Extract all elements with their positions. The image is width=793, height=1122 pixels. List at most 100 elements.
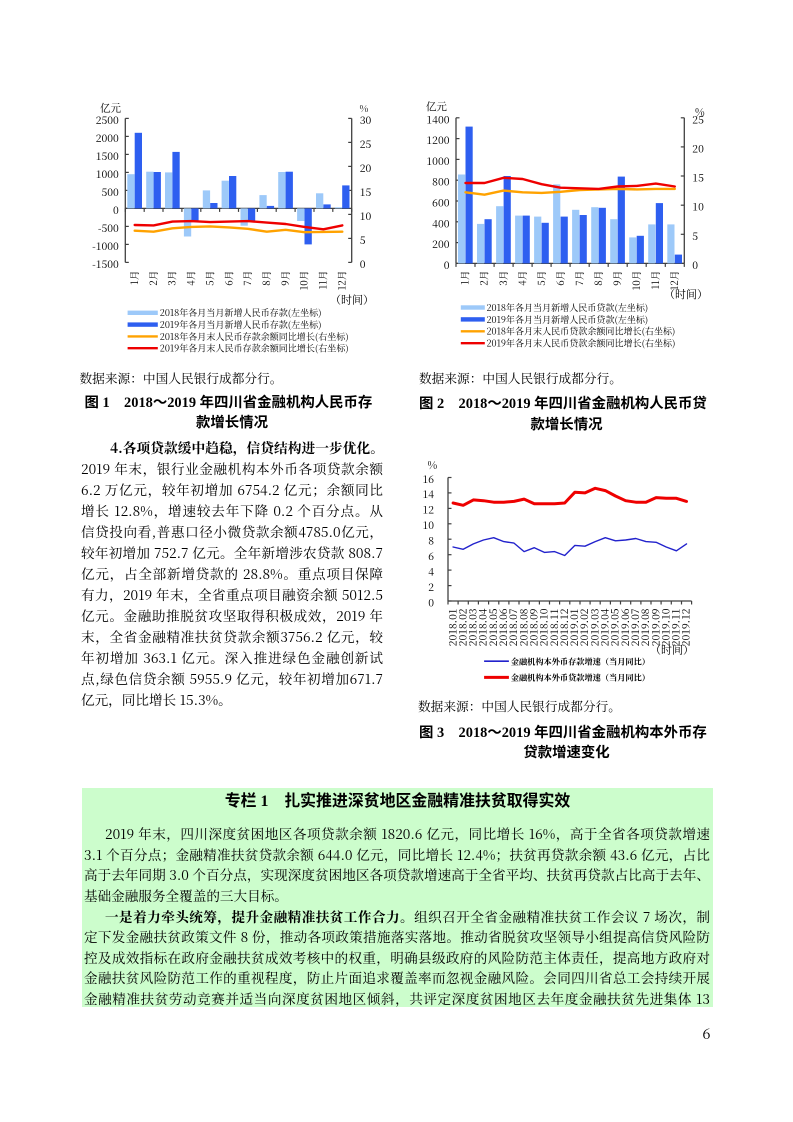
svg-text:2500: 2500 (96, 113, 119, 128)
svg-text:2019.03: 2019.03 (586, 608, 601, 646)
svg-text:5: 5 (692, 229, 698, 244)
svg-text:5月: 5月 (202, 271, 216, 286)
svg-text:2018.04: 2018.04 (475, 608, 490, 646)
svg-text:15: 15 (692, 171, 704, 186)
svg-text:400: 400 (432, 216, 450, 231)
svg-text:-1500: -1500 (92, 257, 119, 272)
svg-text:2018.01: 2018.01 (444, 609, 459, 647)
svg-text:25: 25 (360, 137, 372, 152)
svg-text:2019.02: 2019.02 (576, 608, 591, 646)
svg-text:10: 10 (422, 518, 434, 533)
svg-text:4月: 4月 (515, 271, 529, 286)
svg-text:（时间）: （时间） (664, 286, 708, 302)
svg-text:0: 0 (428, 595, 434, 610)
svg-text:2018.12: 2018.12 (556, 608, 571, 646)
svg-text:2019年各月末人民币存款余额同比增长(右坐标): 2019年各月末人民币存款余额同比增长(右坐标) (160, 342, 349, 355)
svg-text:2019.05: 2019.05 (607, 608, 622, 646)
svg-text:14: 14 (422, 487, 434, 502)
svg-text:2018.08: 2018.08 (515, 608, 530, 646)
svg-text:（时间）: （时间） (650, 642, 694, 658)
svg-text:2018年各月末人民币贷款余额同比增长(右坐标): 2018年各月末人民币贷款余额同比增长(右坐标) (487, 325, 676, 338)
svg-text:1000: 1000 (426, 154, 449, 169)
svg-text:2018.10: 2018.10 (536, 608, 551, 646)
svg-text:25: 25 (692, 112, 704, 127)
svg-text:-1000: -1000 (92, 239, 119, 254)
svg-text:6月: 6月 (553, 271, 567, 286)
svg-text:1月: 1月 (127, 271, 141, 285)
svg-text:2018.05: 2018.05 (485, 608, 500, 646)
svg-text:1500: 1500 (96, 149, 119, 164)
svg-text:亿元: 亿元 (100, 101, 121, 116)
svg-text:2018年各月末人民币存款余额同比增长(右坐标): 2018年各月末人民币存款余额同比增长(右坐标) (160, 330, 349, 343)
svg-text:2019.11: 2019.11 (668, 609, 683, 647)
svg-text:12月: 12月 (667, 271, 681, 291)
svg-text:2019.04: 2019.04 (597, 608, 612, 646)
svg-text:（时间）: （时间） (330, 292, 374, 308)
svg-text:%: % (360, 101, 369, 115)
svg-text:2月: 2月 (146, 271, 160, 286)
svg-text:16: 16 (422, 472, 434, 487)
svg-text:9月: 9月 (610, 271, 624, 286)
svg-text:11月: 11月 (316, 271, 330, 290)
svg-text:10月: 10月 (629, 271, 643, 291)
svg-text:7月: 7月 (240, 271, 254, 286)
svg-text:0: 0 (360, 257, 366, 272)
svg-text:金融机构本外币存款增速（当月同比）: 金融机构本外币存款增速（当月同比） (511, 656, 650, 667)
svg-text:2019.09: 2019.09 (647, 608, 662, 646)
svg-text:2018.06: 2018.06 (495, 608, 510, 646)
svg-text:2018年各月当月新增人民币贷款(左坐标): 2018年各月当月新增人民币贷款(左坐标) (487, 301, 649, 314)
svg-text:800: 800 (432, 175, 450, 190)
svg-text:8月: 8月 (591, 271, 605, 286)
svg-text:2019年各月末人民币贷款余额同比增长(右坐标): 2019年各月末人民币贷款余额同比增长(右坐标) (487, 337, 676, 350)
svg-text:7月: 7月 (572, 271, 586, 286)
svg-text:9月: 9月 (278, 271, 292, 286)
svg-text:0: 0 (692, 258, 698, 273)
svg-text:2019年各月当月新增人民币存款(左坐标): 2019年各月当月新增人民币存款(左坐标) (160, 318, 322, 331)
svg-text:2000: 2000 (96, 131, 119, 146)
svg-text:10月: 10月 (297, 271, 311, 291)
svg-text:2018.02: 2018.02 (454, 608, 469, 646)
svg-text:亿元: 亿元 (426, 99, 447, 114)
svg-text:0: 0 (113, 203, 119, 218)
svg-text:6: 6 (428, 549, 434, 564)
svg-text:12月: 12月 (335, 271, 349, 291)
svg-text:20: 20 (692, 141, 704, 156)
svg-text:600: 600 (432, 196, 450, 211)
svg-text:10: 10 (692, 200, 704, 215)
svg-text:2018.03: 2018.03 (465, 608, 480, 646)
svg-text:30: 30 (360, 113, 372, 128)
svg-text:8月: 8月 (259, 271, 273, 286)
svg-text:2019年各月当月新增人民币贷款(左坐标): 2019年各月当月新增人民币贷款(左坐标) (487, 313, 649, 326)
svg-text:2019.06: 2019.06 (617, 608, 632, 646)
svg-text:15: 15 (360, 185, 372, 200)
svg-text:%: % (695, 105, 705, 120)
svg-text:2019.10: 2019.10 (657, 608, 672, 646)
svg-text:1月: 1月 (458, 271, 472, 285)
svg-text:2018.11: 2018.11 (546, 609, 561, 647)
svg-text:1400: 1400 (426, 112, 449, 127)
svg-text:2019.12: 2019.12 (678, 608, 693, 646)
svg-text:1200: 1200 (426, 133, 449, 148)
svg-text:%: % (428, 458, 438, 473)
svg-text:2018年各月当月新增人民币存款(左坐标): 2018年各月当月新增人民币存款(左坐标) (160, 306, 322, 319)
svg-text:5: 5 (360, 233, 366, 248)
svg-text:0: 0 (444, 258, 450, 273)
svg-text:2019.08: 2019.08 (637, 608, 652, 646)
svg-text:2019.01: 2019.01 (566, 609, 581, 647)
svg-text:金融机构本外币贷款增速（当月同比）: 金融机构本外币贷款增速（当月同比） (511, 673, 650, 684)
svg-text:6月: 6月 (221, 271, 235, 286)
svg-text:2018.07: 2018.07 (505, 608, 520, 646)
svg-text:10: 10 (360, 209, 372, 224)
svg-text:8: 8 (428, 534, 434, 549)
svg-text:-500: -500 (98, 221, 119, 236)
svg-text:2月: 2月 (477, 271, 491, 286)
svg-text:200: 200 (432, 237, 450, 252)
svg-text:3月: 3月 (496, 271, 510, 286)
svg-text:2: 2 (428, 580, 434, 595)
svg-text:2018.09: 2018.09 (526, 608, 541, 646)
svg-text:11月: 11月 (648, 271, 662, 290)
svg-text:5月: 5月 (534, 271, 548, 286)
svg-text:500: 500 (101, 185, 119, 200)
svg-text:20: 20 (360, 161, 372, 176)
svg-text:12: 12 (422, 503, 434, 518)
